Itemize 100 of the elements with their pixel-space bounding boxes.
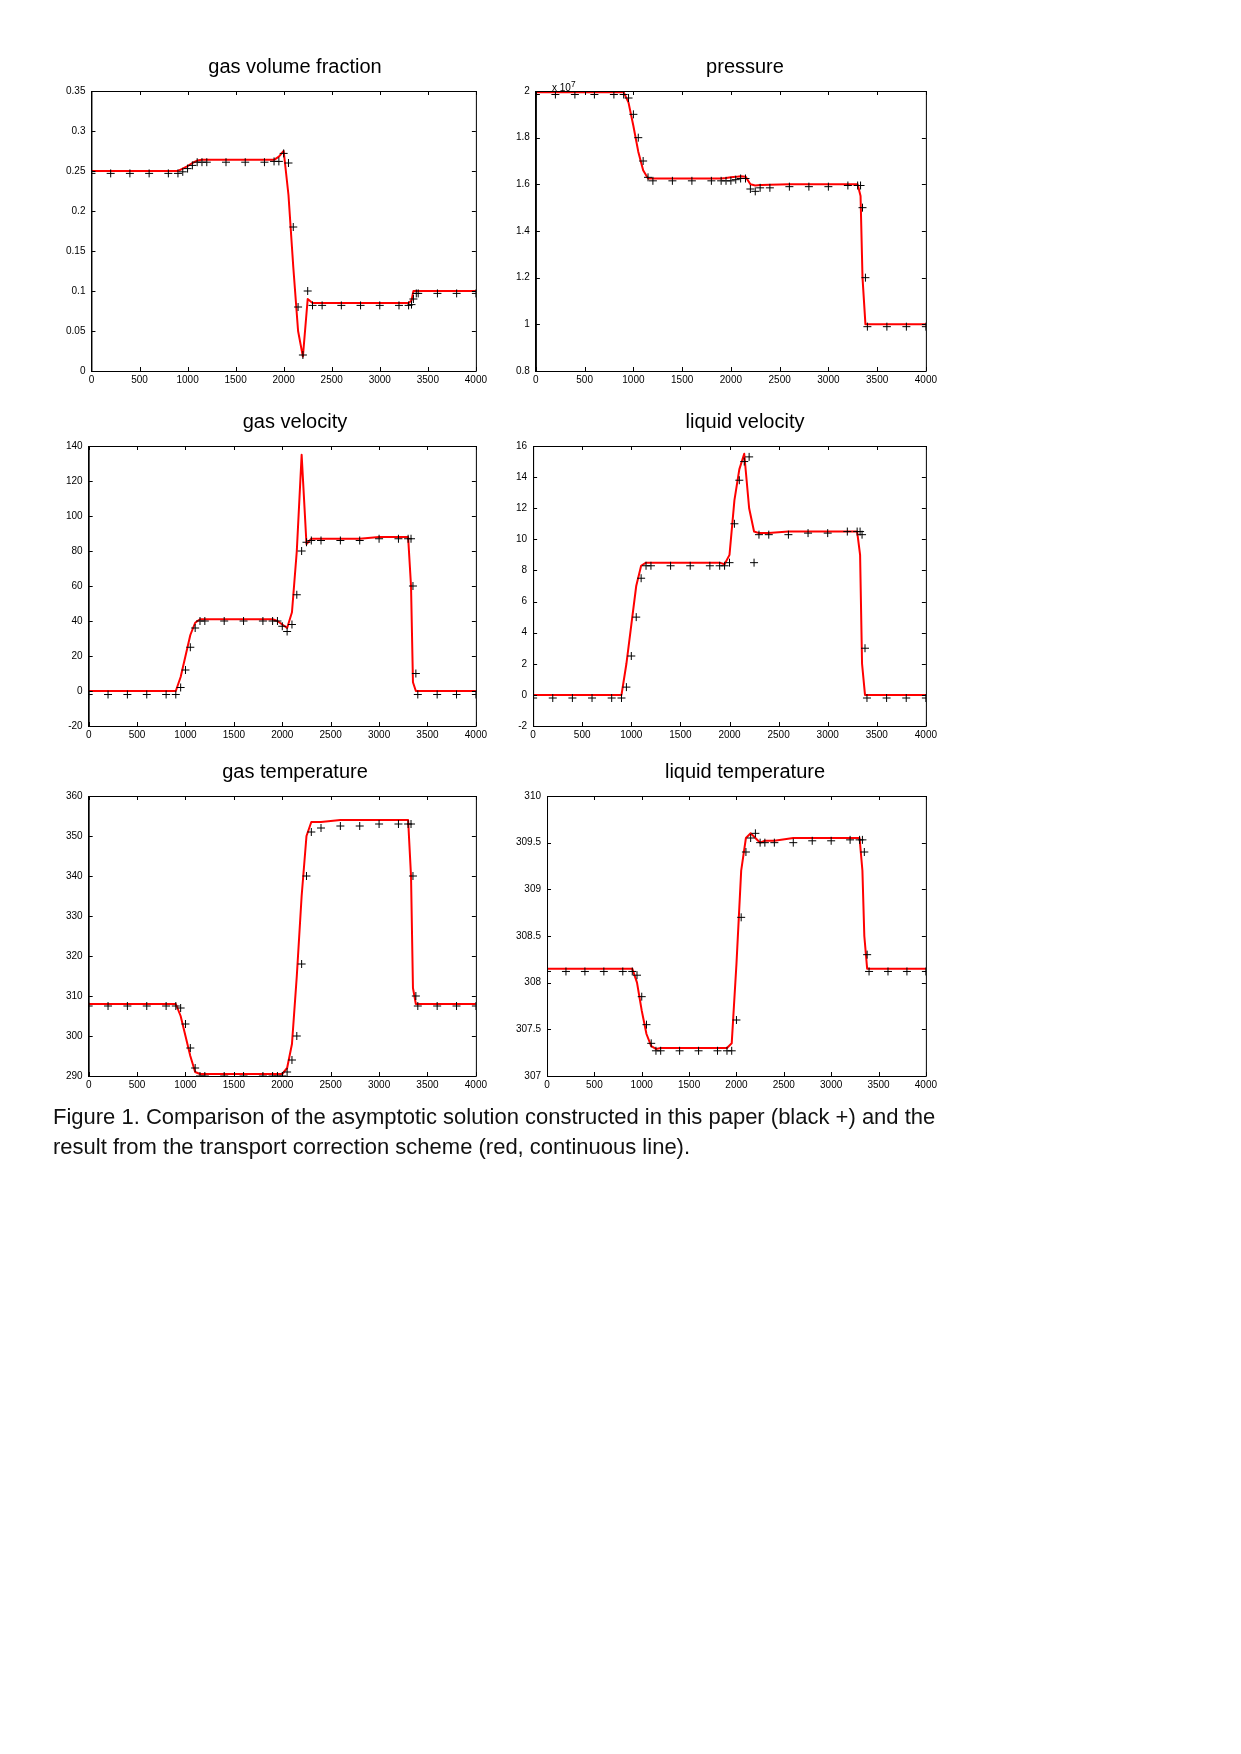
x-tick-label: 1000 — [630, 1078, 654, 1090]
y-tick-label: 20 — [71, 649, 84, 661]
x-tick-label: 2500 — [320, 373, 344, 385]
x-tick-label: 1500 — [671, 373, 694, 385]
x-tick-label: 1500 — [677, 1078, 701, 1090]
y-tick-label: 1 — [524, 318, 531, 330]
x-tick-label: 1000 — [174, 1078, 198, 1090]
x-tick-label: 1000 — [174, 728, 198, 740]
x-tick-label: 1000 — [620, 728, 643, 740]
y-tick-label: 0.2 — [71, 204, 86, 216]
y-tick-label: 0.15 — [65, 244, 86, 256]
x-tick-label: 500 — [128, 728, 146, 740]
x-tick-label: 2500 — [319, 1078, 343, 1090]
y-tick-label: 2 — [521, 657, 528, 669]
x-tick-label: 3500 — [867, 1078, 891, 1090]
x-tick-label: 3000 — [367, 1078, 391, 1090]
y-tick-label: 307 — [524, 1069, 542, 1081]
y-tick-label: 0.35 — [65, 84, 86, 96]
x-tick-label: 3000 — [367, 728, 391, 740]
x-tick-label: 2000 — [725, 1078, 749, 1090]
y-tick-label: 308 — [524, 976, 542, 988]
x-tick-label: 2000 — [271, 1078, 294, 1090]
x-tick-label: 0 — [544, 1078, 551, 1090]
y-tick-label: 4 — [521, 626, 528, 638]
x-tick-label: 1000 — [622, 373, 645, 385]
y-tick-label: 60 — [71, 579, 84, 591]
y-tick-label: 1.6 — [516, 178, 531, 190]
x-tick-label: 3000 — [816, 728, 840, 740]
chart-title: gas volume fraction — [207, 55, 383, 78]
y-tick-label: 8 — [521, 564, 528, 576]
x-tick-label: 3500 — [416, 728, 440, 740]
y-tick-label: 0 — [79, 364, 86, 376]
y-tick-label: 100 — [66, 509, 84, 521]
y-tick-label: 16 — [516, 439, 528, 451]
x-tick-label: 1000 — [176, 373, 200, 385]
x-tick-label: 2500 — [319, 728, 343, 740]
chart-title: gas velocity — [241, 410, 349, 433]
y-tick-label: 310 — [524, 789, 542, 801]
x-tick-label: 1500 — [222, 1078, 246, 1090]
x-tick-label: 500 — [576, 373, 594, 385]
y-tick-label: 2 — [524, 84, 531, 96]
x-tick-label: 4000 — [464, 728, 488, 740]
chart-title: liquid temperature — [663, 760, 827, 783]
y-tick-label: 1.4 — [516, 224, 531, 236]
y-tick-label: 309.5 — [515, 836, 542, 848]
y-tick-label: 300 — [66, 1029, 84, 1041]
y-tick-label: -20 — [68, 719, 84, 731]
x-tick-label: 2000 — [272, 373, 296, 385]
x-tick-label: 2000 — [718, 728, 742, 740]
y-tick-label: 12 — [516, 501, 528, 513]
y-tick-label: 320 — [66, 949, 84, 961]
x-tick-label: 2500 — [772, 1078, 796, 1090]
y-tick-label: 340 — [66, 869, 84, 881]
y-axis-title: x 10$^{7}$ — [552, 79, 576, 94]
x-tick-label: 3000 — [817, 373, 840, 385]
x-tick-label: 2500 — [768, 373, 792, 385]
y-tick-label: 0 — [521, 688, 528, 700]
x-tick-label: 4000 — [914, 373, 938, 385]
y-tick-label: 0 — [77, 684, 84, 696]
caption: Figure 1. Comparison of the asymptotic solution constructed in this paper (black +) and the result from the transport correction scheme (red, continuous line). — [53, 1103, 937, 1161]
y-tick-label: 0.3 — [71, 124, 86, 136]
x-tick-label: 2500 — [767, 728, 791, 740]
y-tick-label: 14 — [516, 470, 528, 482]
x-tick-label: 3500 — [416, 373, 440, 385]
x-tick-label: 500 — [573, 728, 591, 740]
x-tick-label: 1500 — [669, 728, 692, 740]
x-tick-label: 4000 — [464, 1078, 488, 1090]
y-tick-label: -2 — [518, 719, 528, 731]
y-tick-label: 0.05 — [65, 324, 86, 336]
y-tick-label: 309 — [524, 883, 542, 895]
x-tick-label: 3000 — [368, 373, 392, 385]
y-tick-label: 0.1 — [71, 284, 86, 296]
y-tick-label: 310 — [66, 989, 84, 1001]
y-tick-label: 0.8 — [516, 364, 531, 376]
x-tick-label: 500 — [131, 373, 149, 385]
x-tick-label: 500 — [128, 1078, 146, 1090]
y-tick-label: 350 — [66, 829, 84, 841]
y-tick-label: 308.5 — [515, 929, 542, 941]
y-tick-label: 140 — [66, 439, 84, 451]
x-tick-label: 4000 — [914, 1078, 938, 1090]
x-tick-label: 2000 — [271, 728, 294, 740]
y-tick-label: 6 — [521, 595, 528, 607]
chart-title: liquid velocity — [684, 410, 806, 433]
x-tick-label: 3500 — [416, 1078, 440, 1090]
y-tick-label: 290 — [66, 1069, 84, 1081]
y-tick-label: 0.25 — [65, 164, 86, 176]
y-tick-label: 307.5 — [515, 1023, 542, 1035]
y-tick-label: 330 — [66, 909, 84, 921]
y-tick-label: 1.8 — [516, 131, 531, 143]
x-tick-label: 3000 — [820, 1078, 843, 1090]
y-tick-label: 80 — [71, 544, 84, 556]
x-tick-label: 3500 — [866, 373, 889, 385]
x-tick-label: 3500 — [865, 728, 889, 740]
chart-title: pressure — [705, 55, 785, 78]
y-tick-label: 120 — [66, 474, 84, 486]
y-tick-label: 1.2 — [516, 271, 531, 283]
x-tick-label: 1500 — [224, 373, 248, 385]
y-tick-label: 40 — [71, 614, 84, 626]
x-tick-label: 0 — [88, 373, 95, 385]
chart-title: gas temperature — [221, 760, 369, 783]
